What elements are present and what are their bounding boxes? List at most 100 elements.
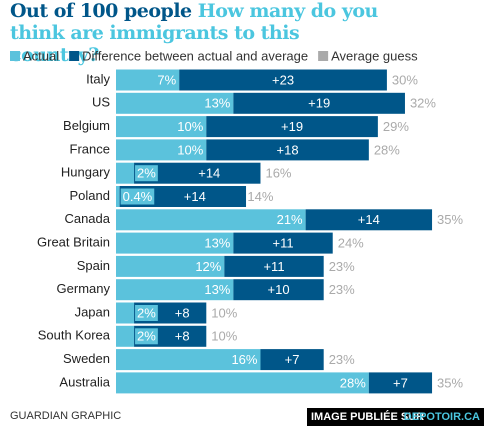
bar-actual [116, 116, 207, 138]
difference-label: +7 [285, 352, 300, 367]
category-label: Belgium [63, 118, 110, 133]
bar-actual [116, 92, 234, 114]
difference-label: +8 [175, 329, 190, 344]
average-guess-label: 35% [437, 212, 463, 227]
difference-label: +19 [281, 119, 303, 134]
actual-label: 13% [204, 236, 230, 251]
average-guess-label: 28% [374, 142, 400, 157]
bar-difference [206, 139, 369, 161]
average-guess-label: 16% [265, 166, 291, 181]
actual-label: 10% [177, 119, 203, 134]
bar-actual [116, 139, 207, 161]
bar-difference [233, 279, 324, 301]
bar-difference [134, 162, 261, 184]
average-guess-label: 23% [329, 259, 355, 274]
average-guess-label: 23% [329, 282, 355, 297]
average-guess-label: 32% [410, 96, 436, 111]
average-guess-label: 14% [247, 189, 273, 204]
bar-actual [116, 186, 120, 207]
difference-label: +14 [358, 212, 380, 227]
average-guess-label: 10% [211, 305, 237, 320]
difference-label: +11 [273, 236, 294, 251]
actual-label-bg [135, 305, 158, 321]
category-label: Sweden [63, 351, 110, 366]
category-label: Canada [64, 211, 110, 226]
actual-label: 28% [340, 375, 366, 390]
bar-actual [116, 372, 369, 394]
legend-label: Difference between actual and average [82, 48, 308, 63]
legend-swatch [10, 51, 20, 61]
average-guess-label: 35% [437, 375, 463, 390]
chart-title: Out of 100 people [10, 0, 192, 22]
difference-label: +14 [198, 166, 220, 181]
legend-swatch [69, 51, 80, 61]
legend-label: Average guess [331, 48, 418, 63]
bar-actual [116, 69, 180, 91]
legend-swatch [318, 51, 329, 61]
actual-label: 7% [157, 72, 176, 87]
source: GUARDIAN GRAPHIC [10, 410, 121, 422]
difference-label: +7 [393, 375, 408, 390]
difference-label: +8 [175, 305, 190, 320]
actual-label: 13% [204, 282, 230, 297]
actual-label: 10% [177, 142, 203, 157]
average-guess-label: 23% [329, 352, 355, 367]
actual-label: 2% [137, 166, 156, 181]
category-label: Japan [75, 304, 110, 319]
actual-label: 13% [204, 96, 230, 111]
title-block: Out of 100 people How many do you think … [10, 0, 390, 66]
actual-label: 16% [231, 352, 257, 367]
difference-label: +19 [308, 96, 330, 111]
watermark-site: DEPOTOIR.CA [404, 411, 480, 423]
bar-actual [116, 255, 225, 277]
bar-difference [233, 232, 333, 254]
watermark: IMAGE PUBLIÉE SUR [311, 410, 424, 423]
bar-actual [116, 162, 135, 184]
average-guess-label: 29% [383, 119, 409, 134]
bar-actual [116, 232, 234, 254]
average-guess-label: 30% [392, 72, 418, 87]
category-label: Spain [77, 258, 110, 273]
category-label: Poland [70, 188, 110, 203]
bar-difference [224, 255, 324, 277]
bar-difference [305, 209, 433, 231]
difference-label: +18 [277, 142, 299, 157]
bar-actual [116, 279, 234, 301]
category-label: Italy [86, 71, 110, 86]
legend-label: Actual [23, 48, 59, 63]
actual-label-bg [120, 188, 155, 205]
actual-label-bg [135, 165, 158, 182]
category-label: France [70, 141, 110, 156]
bar-difference [260, 349, 324, 371]
category-label: South Korea [38, 328, 111, 343]
bar-actual [116, 325, 135, 347]
actual-label: 12% [195, 259, 221, 274]
category-label: Hungary [61, 165, 111, 180]
bar-difference [206, 116, 378, 138]
difference-label: +11 [263, 259, 284, 274]
actual-label: 2% [137, 305, 156, 320]
bar-actual [116, 302, 135, 324]
bar-actual [116, 209, 306, 231]
difference-label: +23 [272, 72, 294, 87]
actual-label: 0.4% [123, 189, 153, 204]
watermark-bg [307, 408, 484, 426]
chart-subtitle: How many do you think are immigrants to … [10, 0, 378, 66]
difference-label: +14 [184, 189, 206, 204]
bar-actual [116, 349, 261, 371]
category-label: US [92, 95, 110, 110]
category-label: Australia [59, 374, 110, 389]
bar-difference [179, 69, 387, 91]
category-label: Great Britain [37, 235, 110, 250]
actual-label: 2% [137, 329, 156, 344]
bar-difference [368, 372, 433, 394]
average-guess-label: 10% [211, 329, 237, 344]
bar-difference [233, 92, 405, 114]
actual-label: 21% [277, 212, 303, 227]
difference-label: +10 [268, 282, 290, 297]
average-guess-label: 24% [338, 236, 364, 251]
actual-label-bg [135, 328, 158, 345]
category-label: Germany [57, 281, 111, 296]
